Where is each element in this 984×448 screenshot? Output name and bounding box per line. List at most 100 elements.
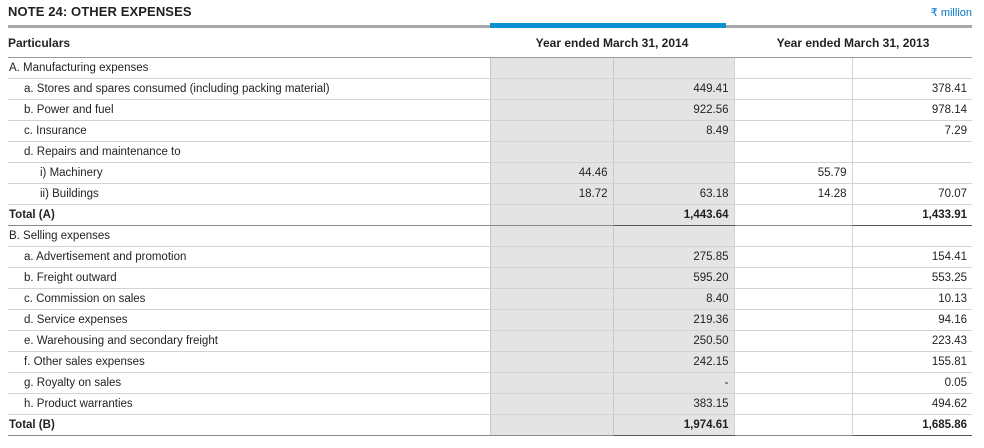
sub-amount-2013	[733, 351, 853, 373]
sub-amount-2013	[733, 330, 853, 352]
other-expenses-table: Particulars Year ended March 31, 2014 Ye…	[8, 30, 973, 436]
table-header-row: Particulars Year ended March 31, 2014 Ye…	[8, 30, 973, 58]
amount-2013: 10.13	[851, 288, 973, 310]
sub-amount-2014	[489, 225, 613, 247]
row-label: g. Royalty on sales	[8, 372, 490, 394]
amount-2014: 922.56	[612, 99, 735, 121]
row-label: d. Repairs and maintenance to	[8, 141, 490, 163]
amount-2013: 0.05	[851, 372, 973, 394]
sub-amount-2014	[489, 372, 613, 394]
sub-amount-2014: 44.46	[489, 162, 613, 184]
sub-amount-2014	[489, 246, 613, 268]
sub-amount-2014	[489, 141, 613, 163]
sub-amount-2013: 55.79	[733, 162, 853, 184]
row-label: ii) Buildings	[8, 183, 490, 205]
amount-2014: 250.50	[612, 330, 735, 352]
amount-2014: 219.36	[612, 309, 735, 331]
amount-2014	[612, 162, 735, 184]
section-row: B. Selling expenses	[8, 225, 973, 247]
sub-amount-2013	[733, 225, 853, 247]
header-rule-right	[726, 25, 972, 28]
table-row: a. Stores and spares consumed (including…	[8, 78, 973, 100]
sub-amount-2014	[489, 288, 613, 310]
sub-amount-2014	[489, 57, 613, 79]
amount-2013: 1,685.86	[851, 414, 973, 436]
row-label: c. Insurance	[8, 120, 490, 142]
row-label: f. Other sales expenses	[8, 351, 490, 373]
sub-amount-2014	[489, 78, 613, 100]
sub-amount-2013	[733, 99, 853, 121]
header-rule-accent	[490, 23, 726, 28]
table-row: h. Product warranties 383.15 494.62	[8, 393, 973, 415]
amount-2014: 63.18	[612, 183, 735, 205]
row-label: e. Warehousing and secondary freight	[8, 330, 490, 352]
section-row: A. Manufacturing expenses	[8, 57, 973, 79]
table-row: a. Advertisement and promotion 275.85 154.…	[8, 246, 973, 268]
sub-amount-2014	[489, 267, 613, 289]
table-body: A. Manufacturing expenses a. Stores and s…	[8, 57, 973, 436]
year-2013-header: Year ended March 31, 2013	[734, 30, 973, 58]
amount-2013	[851, 225, 973, 247]
amount-2014: 383.15	[612, 393, 735, 415]
table-row: c. Insurance 8.49 7.29	[8, 120, 973, 142]
amount-2013	[851, 141, 973, 163]
amount-2013	[851, 57, 973, 79]
amount-2014	[612, 141, 735, 163]
amount-2013: 70.07	[851, 183, 973, 205]
sub-amount-2014: 18.72	[489, 183, 613, 205]
sub-amount-2014	[489, 309, 613, 331]
sub-amount-2014	[489, 351, 613, 373]
row-label: a. Advertisement and promotion	[8, 246, 490, 268]
table-row: c. Commission on sales 8.40 10.13	[8, 288, 973, 310]
amount-2014	[612, 225, 735, 247]
row-label: A. Manufacturing expenses	[8, 57, 490, 79]
table-row: f. Other sales expenses 242.15 155.81	[8, 351, 973, 373]
amount-2014: 595.20	[612, 267, 735, 289]
row-label: a. Stores and spares consumed (including…	[8, 78, 490, 100]
row-label: h. Product warranties	[8, 393, 490, 415]
sub-amount-2014	[489, 330, 613, 352]
amount-2014: 1,443.64	[612, 204, 735, 226]
sub-amount-2013	[733, 267, 853, 289]
sub-amount-2014	[489, 204, 613, 226]
amount-2013: 155.81	[851, 351, 973, 373]
amount-2014: 242.15	[612, 351, 735, 373]
amount-2013: 7.29	[851, 120, 973, 142]
sub-amount-2013	[733, 141, 853, 163]
sub-amount-2013	[733, 372, 853, 394]
sub-amount-2013	[733, 309, 853, 331]
note-title: NOTE 24: OTHER EXPENSES	[8, 4, 192, 19]
amount-2013: 378.41	[851, 78, 973, 100]
sub-amount-2014	[489, 393, 613, 415]
amount-2013: 154.41	[851, 246, 973, 268]
row-label: Total (A)	[8, 204, 490, 226]
row-label: B. Selling expenses	[8, 225, 490, 247]
amount-2013: 94.16	[851, 309, 973, 331]
amount-2014: 8.40	[612, 288, 735, 310]
amount-2014: 1,974.61	[612, 414, 735, 436]
sub-amount-2013	[733, 393, 853, 415]
sub-amount-2013	[733, 288, 853, 310]
table-row: i) Machinery 44.46 55.79	[8, 162, 973, 184]
table-row: g. Royalty on sales - 0.05	[8, 372, 973, 394]
total-row: Total (A) 1,443.64 1,433.91	[8, 204, 973, 226]
total-row: Total (B) 1,974.61 1,685.86	[8, 414, 973, 436]
table-row: ii) Buildings 18.72 63.18 14.28 70.07	[8, 183, 973, 205]
amount-2014: 449.41	[612, 78, 735, 100]
sub-amount-2014	[489, 99, 613, 121]
amount-2014: 275.85	[612, 246, 735, 268]
header-rule-left	[8, 25, 490, 28]
sub-amount-2013	[733, 414, 853, 436]
table-row: d. Service expenses 219.36 94.16	[8, 309, 973, 331]
sub-amount-2014	[489, 120, 613, 142]
currency-unit: ₹ million	[930, 7, 972, 19]
table-row: e. Warehousing and secondary freight 250.…	[8, 330, 973, 352]
sub-amount-2013	[733, 57, 853, 79]
sub-amount-2013	[733, 78, 853, 100]
amount-2013: 223.43	[851, 330, 973, 352]
amount-2013: 553.25	[851, 267, 973, 289]
sub-amount-2013: 14.28	[733, 183, 853, 205]
row-label: Total (B)	[8, 414, 490, 436]
amount-2013: 978.14	[851, 99, 973, 121]
